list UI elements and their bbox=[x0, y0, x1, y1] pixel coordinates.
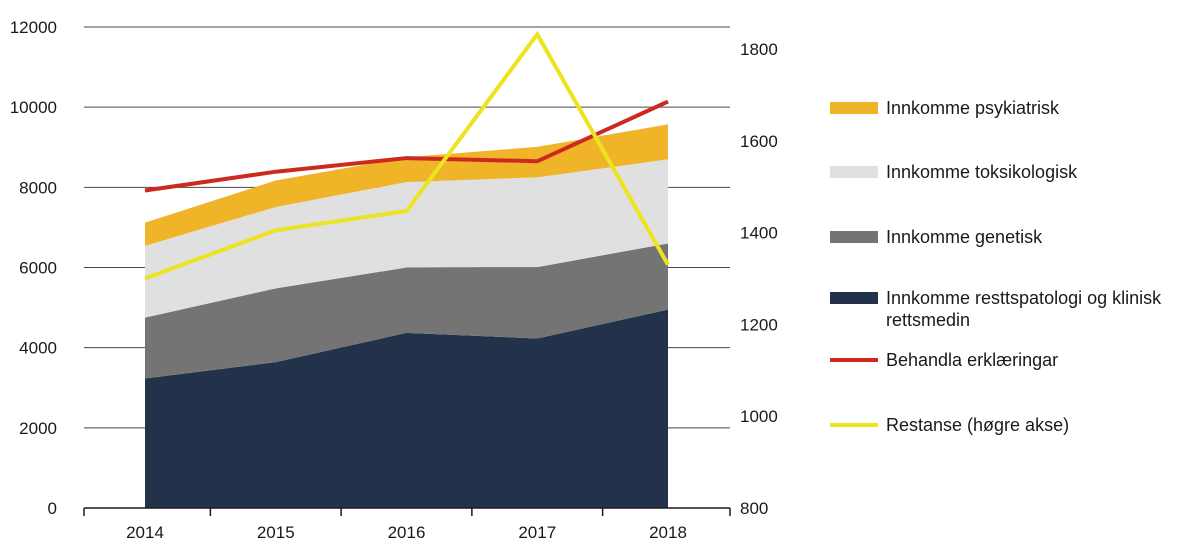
line-restanse-h-gre-akse bbox=[144, 30, 670, 281]
legend-swatch bbox=[830, 166, 878, 178]
stacked-areas bbox=[145, 124, 668, 508]
x-tick-label: 2014 bbox=[126, 523, 164, 542]
legend-item-innkomme-psykiatrisk: Innkomme psykiatrisk bbox=[830, 98, 1060, 118]
legend-swatch bbox=[830, 358, 878, 362]
legend-item-innkomme-toksikologisk: Innkomme toksikologisk bbox=[830, 162, 1078, 182]
legend-item-behandla-erkl-ringar: Behandla erklæringar bbox=[830, 350, 1058, 370]
area-innkomme-genetisk bbox=[145, 243, 668, 379]
y-left-tick-label: 4000 bbox=[19, 339, 57, 358]
legend-swatch bbox=[830, 292, 878, 304]
x-tick-label: 2016 bbox=[388, 523, 426, 542]
legend-swatch bbox=[830, 102, 878, 114]
y-right-tick-label: 1000 bbox=[740, 407, 778, 426]
legend-item-innkomme-genetisk: Innkomme genetisk bbox=[830, 227, 1043, 247]
y-axis-right: 800 1000 1200 1400 1600 1800 bbox=[740, 40, 778, 518]
x-tick-label: 2015 bbox=[257, 523, 295, 542]
y-right-tick-label: 800 bbox=[740, 499, 768, 518]
area-innkomme-psykiatrisk bbox=[145, 124, 668, 246]
legend-label: Innkomme toksikologisk bbox=[886, 162, 1078, 182]
legend-label: Behandla erklæringar bbox=[886, 350, 1058, 370]
series-lines bbox=[144, 30, 670, 281]
legend-label: Innkomme genetisk bbox=[886, 227, 1043, 247]
legend: Innkomme psykiatrisk Innkomme toksikologi… bbox=[830, 98, 1162, 435]
y-right-tick-label: 1400 bbox=[740, 224, 778, 243]
legend-label: Innkomme resttspatologi og klinisk rettsm… bbox=[886, 288, 1162, 330]
legend-item-restanse-h-gre-akse: Restanse (høgre akse) bbox=[830, 415, 1069, 435]
legend-label: Restanse (høgre akse) bbox=[886, 415, 1069, 435]
x-tick-label: 2018 bbox=[649, 523, 687, 542]
y-left-tick-label: 2000 bbox=[19, 419, 57, 438]
y-left-tick-label: 0 bbox=[48, 499, 57, 518]
y-axis-left: 0 2000 4000 6000 8000 10000 12000 bbox=[10, 18, 57, 518]
y-right-tick-label: 1200 bbox=[740, 315, 778, 334]
x-axis: 2014 2015 2016 2017 2018 bbox=[83, 507, 731, 542]
y-right-tick-label: 1600 bbox=[740, 132, 778, 151]
y-left-tick-label: 10000 bbox=[10, 98, 57, 117]
area-innkomme-resttspatologi-og-klinisk-rettsmedin bbox=[145, 309, 668, 508]
area-innkomme-toksikologisk bbox=[145, 159, 668, 318]
y-left-tick-label: 8000 bbox=[19, 178, 57, 197]
line-behandla-erkl-ringar bbox=[144, 99, 669, 193]
x-tick-label: 2017 bbox=[518, 523, 556, 542]
y-left-tick-label: 12000 bbox=[10, 18, 57, 37]
legend-label: Innkomme psykiatrisk bbox=[886, 98, 1060, 118]
legend-item-innkomme-resttspatologi-og-klinisk-rettsmedin: Innkomme resttspatologi og klinisk rettsm… bbox=[830, 288, 1162, 330]
legend-swatch bbox=[830, 423, 878, 427]
legend-swatch bbox=[830, 231, 878, 243]
y-left-tick-label: 6000 bbox=[19, 259, 57, 278]
y-right-tick-label: 1800 bbox=[740, 40, 778, 59]
